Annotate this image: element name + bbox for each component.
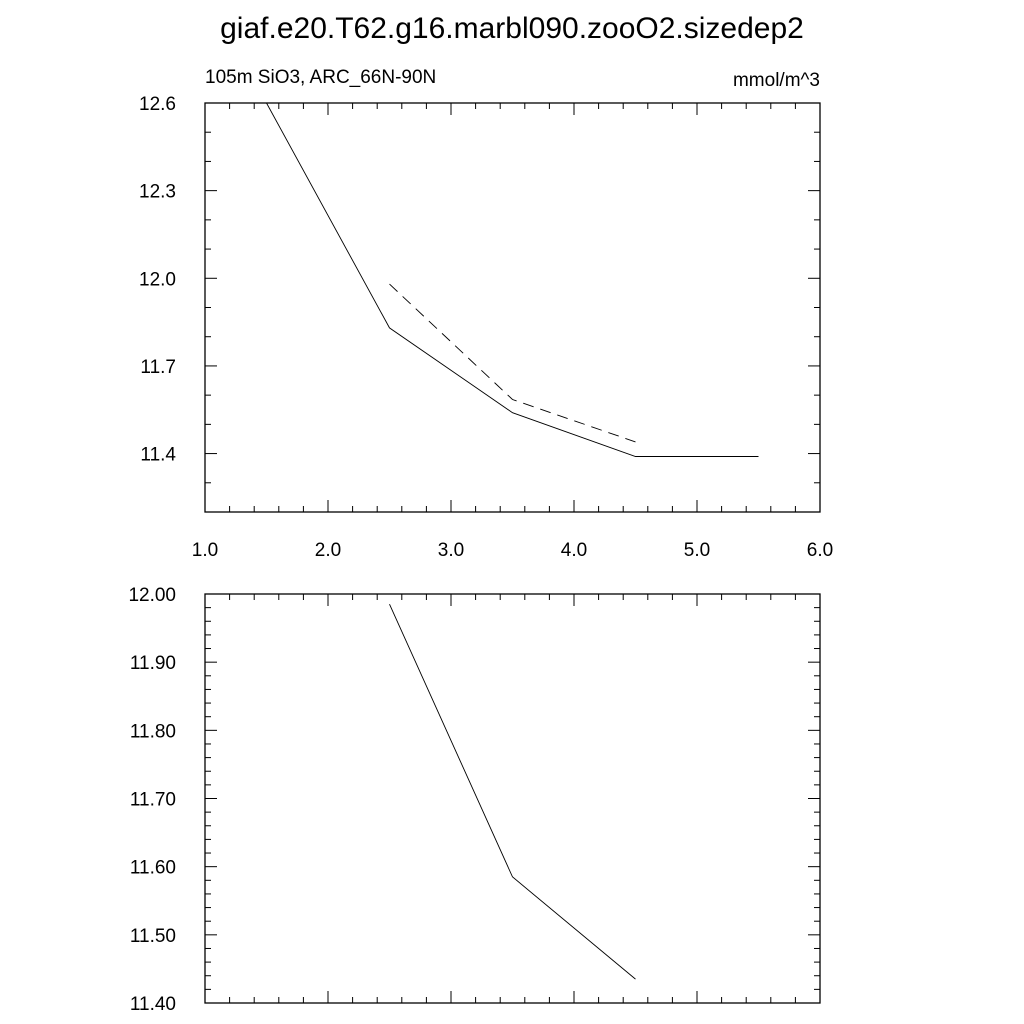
panel1-x-tick-label: 4.0: [561, 540, 587, 561]
panel2-y-tick-label: 12.00: [128, 585, 176, 606]
panel1-left-label: 105m SiO3, ARC_66N-90N: [205, 67, 436, 88]
panel2-y-tick-label: 11.40: [130, 994, 176, 1015]
panel1-series-1-solid-line: [266, 102, 759, 457]
panel1-x-tick-label: 3.0: [438, 540, 464, 561]
panel1-y-tick-label: 11.7: [140, 357, 176, 378]
panel2-y-tick-label: 11.60: [130, 858, 176, 879]
figure-title: giaf.e20.T62.g16.marbl090.zooO2.sizedep2: [220, 12, 804, 45]
panel1-y-tick-label: 12.3: [139, 182, 176, 203]
panel1-series-2-dashed-line: [389, 283, 636, 443]
panel1-x-tick-label: 2.0: [315, 540, 341, 561]
panel2-y-tick-label: 11.90: [130, 653, 176, 674]
panel1-y-tick-label: 11.4: [140, 445, 176, 466]
panel1-x-tick-label: 5.0: [684, 540, 710, 561]
panel1-y-tick-label: 12.0: [139, 269, 176, 290]
panel1-x-tick-label: 1.0: [192, 540, 218, 561]
panel2-plot: 11.40 11.50 11.60 11.70 11.80 11.90 12.00: [128, 585, 821, 1015]
panel1-plot: 11.4 11.7 12.0 12.3 12.6 1.0 2.0 3.0 4.0 5.0 6.0: [139, 94, 833, 561]
panel1-y-tick-label: 12.6: [139, 94, 176, 115]
panel2-y-tick-label: 11.80: [130, 721, 176, 742]
panel1-units-label: mmol/m^3: [733, 70, 820, 91]
panel2-frame: [204, 593, 821, 1004]
panel1-x-tick-label: 6.0: [807, 540, 833, 561]
panel1-frame: [204, 102, 821, 513]
panel2-y-tick-label: 11.70: [130, 790, 176, 811]
panel2-y-tick-label: 11.50: [130, 926, 176, 947]
panel2-series-1-solid-line: [389, 604, 636, 980]
